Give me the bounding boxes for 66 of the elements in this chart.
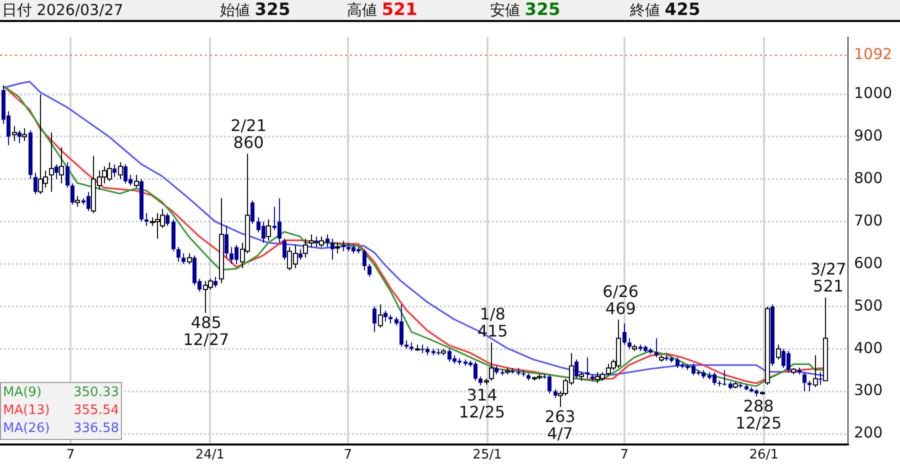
x-tick-label: 7 <box>620 448 629 463</box>
candlestick <box>330 238 334 260</box>
annotation: 2/21 860 <box>230 116 267 152</box>
annotation: 314 12/25 <box>458 386 506 422</box>
candlestick <box>224 225 228 258</box>
candlestick <box>176 246 180 262</box>
candlestick <box>18 130 22 144</box>
annotation: 336.58 <box>72 420 119 438</box>
candlestick <box>282 238 286 260</box>
annotation: 485 12/27 <box>183 313 230 349</box>
candlestick <box>182 252 186 265</box>
candlestick <box>66 162 70 188</box>
candlestick <box>362 248 366 271</box>
text: MA(13) <box>3 402 51 420</box>
x-tick-label: 7 <box>344 448 352 463</box>
candlestick <box>326 234 330 248</box>
ref-line-label: 1092 <box>854 45 892 64</box>
candlestick <box>112 164 116 178</box>
y-tick-label: 600 <box>854 254 883 272</box>
candlestick <box>368 264 372 278</box>
candlestick <box>54 164 58 180</box>
candlestick <box>818 372 822 386</box>
candlestick <box>628 338 632 350</box>
candlestick <box>214 276 218 288</box>
candlestick <box>166 212 170 226</box>
candlestick <box>808 380 812 392</box>
text: MA(9) <box>3 384 43 402</box>
y-tick-label: 700 <box>854 211 883 230</box>
text: 高値 521 <box>347 0 418 20</box>
annotation: 6/26 469 <box>602 282 639 318</box>
y-tick-label: 400 <box>854 338 883 357</box>
candlestick <box>314 236 318 248</box>
annotation: 263 4/7 <box>544 407 576 444</box>
candlestick <box>574 359 578 380</box>
y-tick-label: 300 <box>854 381 883 400</box>
candlestick <box>342 240 346 252</box>
annotation: 355.54 <box>72 402 119 420</box>
candlestick <box>250 200 254 224</box>
candlestick <box>622 322 626 346</box>
text: 安値 325 <box>490 0 560 20</box>
candlestick <box>384 310 388 322</box>
candlestick <box>654 338 658 358</box>
y-tick-label: 200 <box>854 424 883 442</box>
candlestick <box>802 372 806 392</box>
annotation: 288 12/25 <box>736 396 782 433</box>
y-tick-label: 500 <box>854 296 883 314</box>
x-tick-label: 7 <box>66 448 75 463</box>
candlestick <box>586 356 590 380</box>
x-tick-label: 24/1 <box>195 448 225 463</box>
x-tick-label: 25/1 <box>472 448 502 463</box>
candlestick <box>144 212 148 226</box>
candlestick <box>298 248 302 260</box>
annotation: 350.33 <box>72 384 119 402</box>
x-tick-label: 26/1 <box>749 448 778 463</box>
text: 始値 325 <box>220 0 290 20</box>
annotation: 3/27 521 <box>810 260 846 296</box>
candlestick <box>70 182 74 206</box>
y-tick-label: 900 <box>854 126 883 145</box>
candlestick <box>372 306 376 332</box>
annotation: 1/8 415 <box>477 304 508 341</box>
text: 終値 425 <box>630 0 700 20</box>
y-tick-label: 1000 <box>854 84 892 102</box>
text: MA(26) <box>3 420 51 438</box>
y-tick-label: 800 <box>854 169 883 188</box>
text: 日付 2026/03/27 <box>2 0 124 18</box>
candlestick <box>34 172 38 195</box>
